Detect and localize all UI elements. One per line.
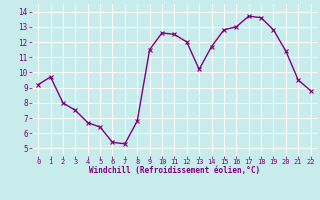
X-axis label: Windchill (Refroidissement éolien,°C): Windchill (Refroidissement éolien,°C) xyxy=(89,166,260,175)
